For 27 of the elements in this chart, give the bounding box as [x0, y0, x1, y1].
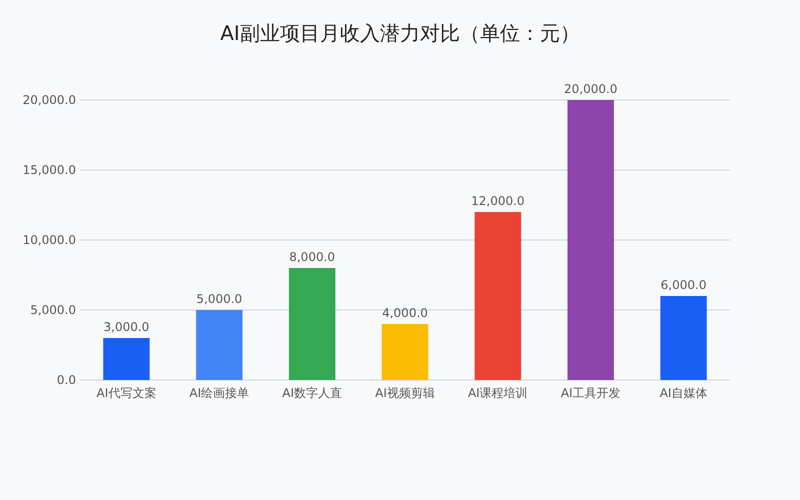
x-tick-label: AI视频剪辑 [375, 386, 435, 400]
chart-title: AI副业项目月收入潜力对比（单位：元） [220, 21, 580, 45]
bar [382, 324, 428, 380]
bar [660, 296, 707, 380]
x-tick-label: AI课程培训 [468, 386, 528, 400]
data-label: 5,000.0 [196, 292, 242, 306]
x-tick-label: AI绘画接单 [189, 386, 250, 400]
y-tick-label: 10,000.0 [22, 233, 76, 247]
bar [288, 268, 336, 380]
x-tick-label: AI数字人直 [282, 386, 342, 400]
bar [568, 100, 614, 380]
y-tick-label: 15,000.0 [22, 163, 76, 177]
x-tick-label: AI工具开发 [560, 386, 621, 400]
x-tick-label: AI自媒体 [660, 386, 708, 400]
x-tick-label: AI代写文案 [96, 386, 156, 400]
y-tick-label: 5,000.0 [30, 303, 76, 317]
data-label: 20,000.0 [564, 82, 618, 96]
bar [474, 212, 522, 380]
data-label: 4,000.0 [382, 306, 428, 320]
data-label: 8,000.0 [289, 250, 336, 264]
bar [196, 310, 242, 380]
data-label: 3,000.0 [104, 320, 150, 334]
bar [103, 338, 150, 380]
data-label: 6,000.0 [660, 278, 706, 292]
data-label: 12,000.0 [471, 194, 525, 208]
y-tick-label: 20,000.0 [22, 93, 76, 107]
y-tick-label: 0.0 [56, 373, 76, 387]
